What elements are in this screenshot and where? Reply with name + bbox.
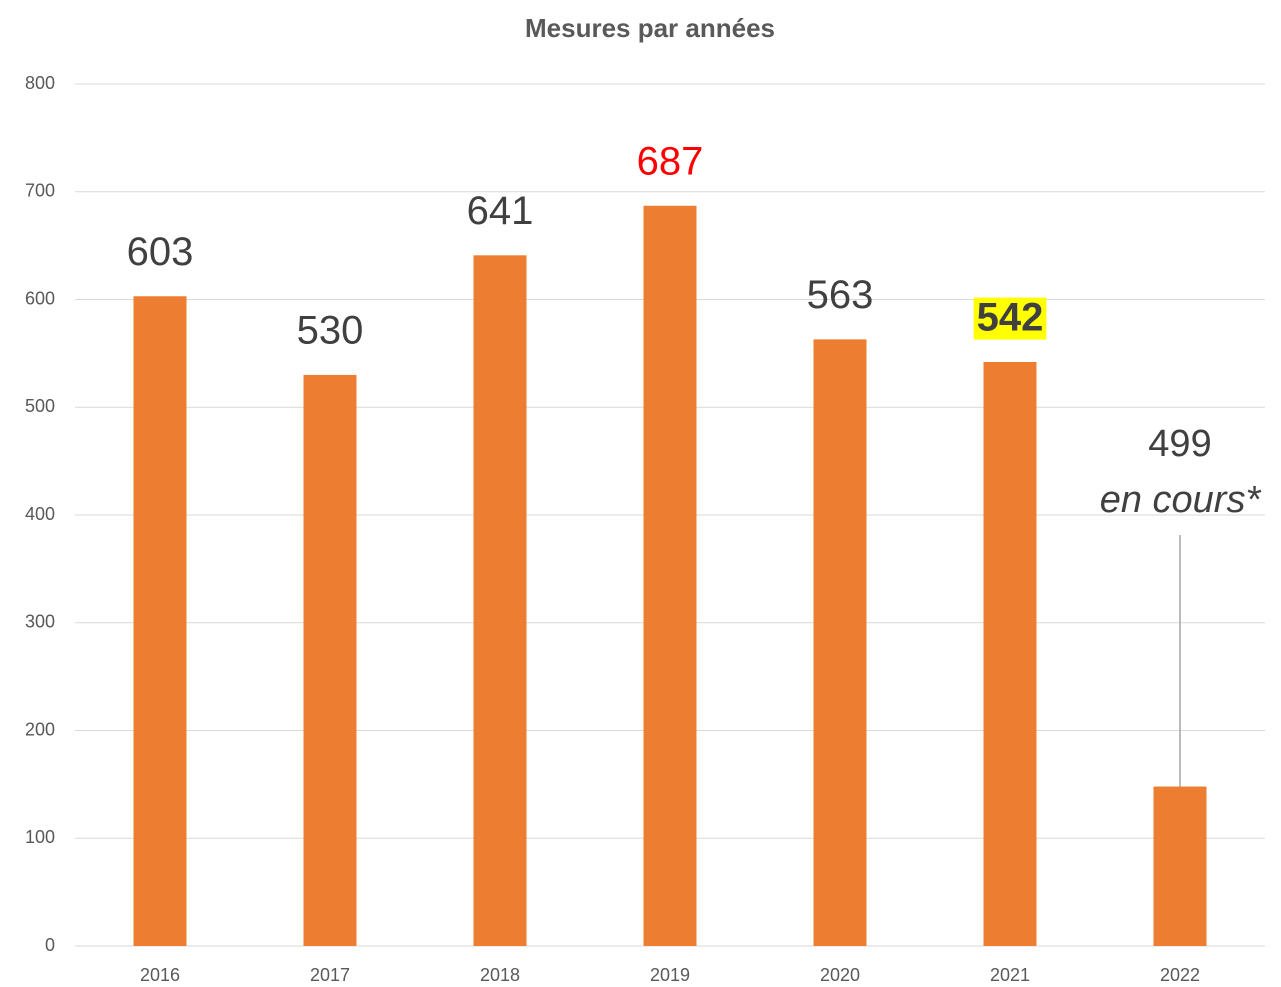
bar <box>813 339 867 946</box>
y-tick-label: 700 <box>25 181 55 201</box>
bar <box>643 205 697 946</box>
y-tick-label: 200 <box>25 719 55 739</box>
y-tick-label: 100 <box>25 827 55 847</box>
x-tick-label: 2021 <box>990 965 1030 985</box>
label-highlight <box>973 297 1047 340</box>
value-label: 542 <box>977 296 1044 340</box>
value-label-group: 530 <box>297 308 364 352</box>
x-tick-label: 2017 <box>310 965 350 985</box>
chart-title: Mesures par années <box>525 13 775 43</box>
value-label: 687 <box>637 139 704 183</box>
value-label-group: 687 <box>637 139 704 183</box>
x-tick-label: 2020 <box>820 965 860 985</box>
value-label-group: 603 <box>127 230 194 274</box>
y-tick-label: 400 <box>25 504 55 524</box>
bar <box>1153 786 1207 946</box>
y-tick-label: 300 <box>25 612 55 632</box>
value-label: 603 <box>127 230 194 274</box>
x-tick-label: 2022 <box>1160 965 1200 985</box>
y-tick-label: 800 <box>25 73 55 93</box>
value-label: 530 <box>297 308 364 352</box>
bar <box>983 361 1037 946</box>
bar <box>133 296 187 947</box>
y-tick-label: 0 <box>45 935 55 955</box>
x-tick-label: 2019 <box>650 965 690 985</box>
value-label-group: 542 <box>973 296 1047 340</box>
value-label-group: 641 <box>467 189 534 233</box>
bar <box>473 255 527 946</box>
value-label-group: 563 <box>807 273 874 317</box>
annotation: 499 <box>1148 423 1211 465</box>
value-label: 563 <box>807 273 874 317</box>
annotation: en cours* <box>1100 479 1262 521</box>
x-tick-label: 2018 <box>480 965 520 985</box>
x-tick-label: 2016 <box>140 965 180 985</box>
y-tick-label: 500 <box>25 396 55 416</box>
value-label: 641 <box>467 189 534 233</box>
y-tick-label: 600 <box>25 288 55 308</box>
bar <box>303 374 357 946</box>
